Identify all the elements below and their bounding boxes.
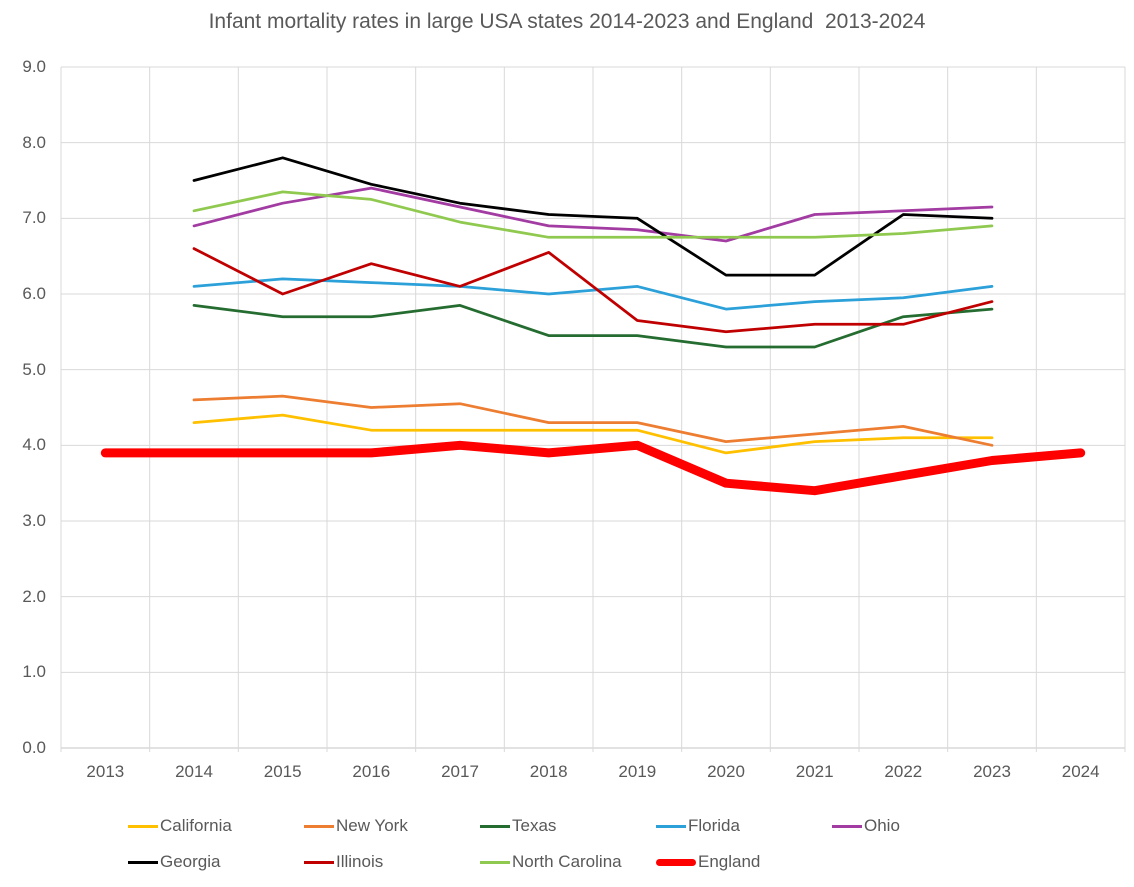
series-line-england (100, 440, 1086, 496)
x-axis-label: 2020 (707, 762, 745, 781)
legend-marker-icon (480, 824, 510, 828)
y-axis-label: 2.0 (22, 586, 46, 606)
legend-item-georgia: Georgia (128, 851, 220, 873)
x-axis-label: 2023 (973, 762, 1011, 781)
x-axis-label: 2013 (86, 762, 125, 781)
series-line-illinois (192, 247, 994, 334)
legend-item-texas: Texas (480, 815, 556, 837)
legend-marker-icon (304, 860, 334, 864)
legend-marker-icon (480, 860, 510, 864)
legend-marker-icon (656, 858, 696, 866)
x-axis-label: 2015 (263, 762, 302, 781)
x-axis-label: 2022 (884, 762, 923, 781)
y-axis-label: 7.0 (22, 208, 46, 228)
legend-item-new-york: New York (304, 815, 408, 837)
legend-marker-icon (304, 824, 334, 828)
series-line-california (192, 413, 994, 455)
legend-item-california: California (128, 815, 232, 837)
y-axis-label: 4.0 (22, 435, 46, 455)
y-axis-label: 1.0 (22, 662, 46, 682)
legend-item-ohio: Ohio (832, 815, 900, 837)
legend-label: North Carolina (512, 852, 622, 871)
y-axis-label: 9.0 (22, 57, 46, 76)
legend-label: Florida (688, 816, 740, 835)
legend-marker-icon (832, 824, 862, 828)
legend-item-north-carolina: North Carolina (480, 851, 622, 873)
y-axis-label: 5.0 (22, 359, 46, 379)
series-line-texas (192, 304, 994, 349)
y-axis-label: 0.0 (22, 738, 46, 757)
x-axis-label: 2014 (175, 762, 213, 781)
y-axis-label: 6.0 (22, 284, 46, 303)
legend-label: California (160, 816, 232, 835)
x-axis-label: 2016 (352, 762, 391, 781)
legend-label: Georgia (160, 852, 221, 871)
series-line-north-carolina (192, 190, 994, 239)
legend-label: New York (336, 816, 408, 835)
x-axis-label: 2024 (1061, 762, 1100, 781)
y-axis-label: 3.0 (22, 511, 46, 530)
legend-item-england: England (656, 851, 760, 873)
series-line-new-york (192, 394, 994, 447)
legend-marker-icon (128, 860, 158, 864)
legend-marker-icon (656, 824, 686, 828)
legend-marker-icon (128, 824, 158, 828)
legend-label: England (698, 852, 761, 871)
legend-item-illinois: Illinois (304, 851, 383, 873)
legend-label: Texas (512, 816, 557, 835)
x-axis-label: 2018 (529, 762, 568, 781)
legend-label: Illinois (336, 852, 384, 871)
series-line-georgia (192, 156, 994, 277)
legend-label: Ohio (864, 816, 900, 835)
y-axis-label: 8.0 (22, 132, 46, 152)
series-line-florida (192, 277, 994, 311)
x-axis-label: 2021 (795, 762, 834, 781)
x-axis-label: 2017 (441, 762, 479, 781)
chart-title: Infant mortality rates in large USA stat… (208, 10, 926, 33)
legend-item-florida: Florida (656, 815, 740, 837)
x-axis-label: 2019 (618, 762, 657, 781)
